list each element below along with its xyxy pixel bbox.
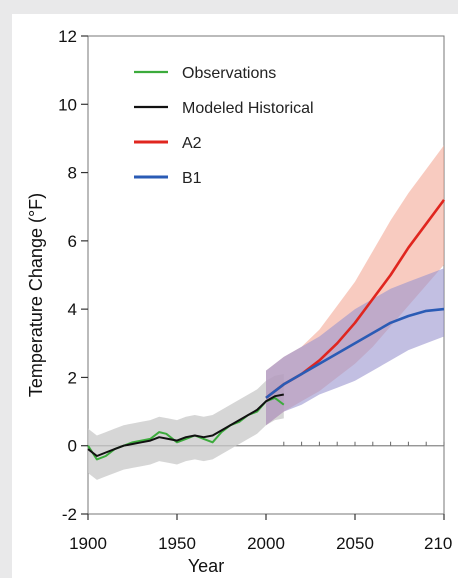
y-tick-label: -2 (62, 505, 77, 524)
chart-card: -2 0 2 4 6 8 10 12 1900 1950 2000 2050 210 Year Temper… (12, 14, 458, 578)
y-tick-label: 6 (68, 232, 77, 251)
b1-range-band (266, 268, 444, 426)
x-tick-label: 2050 (336, 534, 374, 553)
x-tick-label: 2000 (247, 534, 285, 553)
y-tick-label: 10 (58, 95, 77, 114)
y-tick-label: 2 (68, 368, 77, 387)
temperature-chart: -2 0 2 4 6 8 10 12 1900 1950 2000 2050 210 Year Temper… (26, 27, 452, 576)
x-tick-label: 210 (424, 534, 452, 553)
uncertainty-bands (88, 145, 444, 480)
x-tick-label: 1950 (158, 534, 196, 553)
b1-line (265, 307, 445, 399)
legend: Observations Modeled Historical A2 B1 (134, 65, 314, 187)
legend-label-a2: A2 (182, 135, 202, 152)
y-tick-label: 12 (58, 27, 77, 46)
modeled-historical-line (87, 393, 284, 457)
y-axis-title: Temperature Change (°F) (26, 193, 46, 397)
legend-label-b1: B1 (182, 170, 202, 187)
historical-spread-band (88, 374, 284, 480)
legend-label-observations: Observations (182, 65, 276, 82)
axes-layer: -2 0 2 4 6 8 10 12 1900 1950 2000 2050 210 Year Temper… (26, 27, 452, 576)
legend-label-modeled-historical: Modeled Historical (182, 100, 314, 117)
y-tick-label: 0 (68, 437, 77, 456)
y-tick-label: 8 (68, 164, 77, 183)
x-axis-title: Year (188, 556, 224, 576)
y-tick-label: 4 (68, 300, 77, 319)
series-lines (87, 199, 446, 461)
x-tick-label: 1900 (69, 534, 107, 553)
